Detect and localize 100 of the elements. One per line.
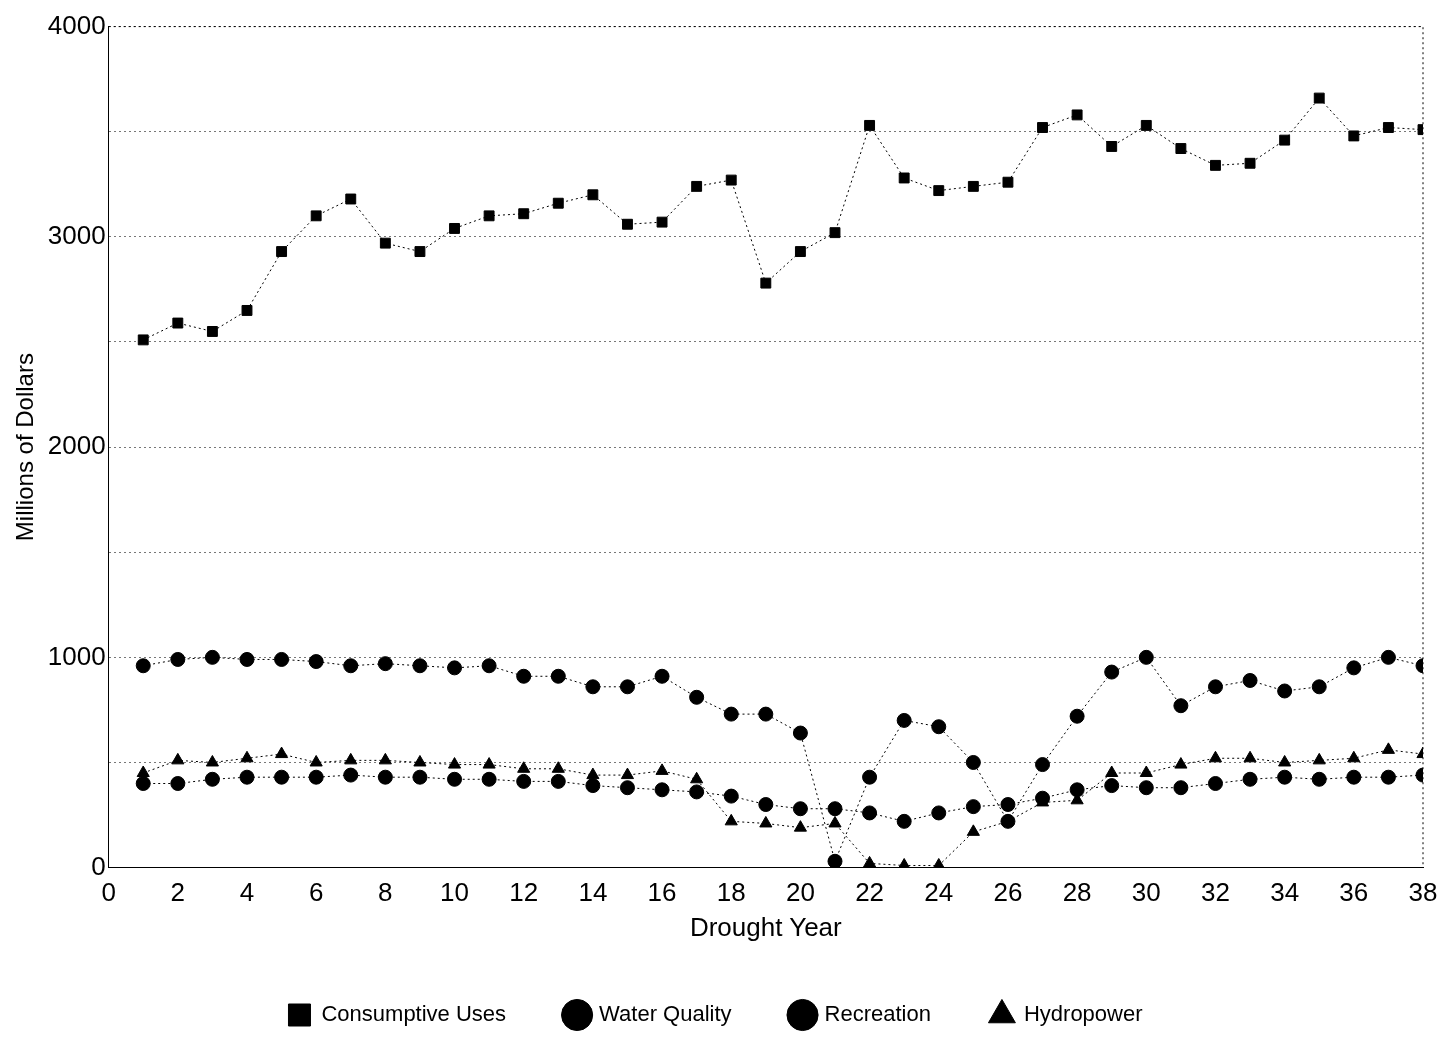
point	[1242, 672, 1258, 688]
point	[239, 651, 255, 667]
point	[310, 210, 322, 222]
point	[587, 189, 599, 201]
point	[654, 668, 670, 684]
y-axis-title: Millions of Dollars	[11, 353, 39, 542]
y-tick-label: 0	[91, 850, 106, 881]
point	[171, 752, 185, 765]
point	[1175, 143, 1187, 154]
point	[204, 649, 220, 665]
point	[412, 769, 428, 785]
point	[828, 815, 842, 828]
point	[1380, 769, 1396, 785]
point	[308, 654, 324, 670]
x-tick-label: 36	[1339, 877, 1369, 908]
point	[586, 767, 600, 780]
x-tick-label: 12	[509, 877, 539, 908]
point	[966, 824, 980, 836]
point	[274, 769, 290, 785]
x-tick-label: 28	[1062, 877, 1092, 908]
point	[308, 769, 324, 785]
point	[135, 776, 151, 791]
point	[1173, 698, 1189, 714]
point	[345, 193, 357, 205]
point	[1104, 778, 1120, 794]
point	[931, 805, 947, 821]
point	[620, 767, 635, 780]
point	[1140, 119, 1152, 131]
point	[483, 210, 495, 222]
point	[793, 820, 807, 832]
point	[550, 668, 566, 684]
x-tick-label: 4	[239, 877, 255, 908]
point	[516, 668, 532, 684]
point	[689, 689, 705, 705]
point	[1277, 683, 1293, 699]
point	[1210, 159, 1221, 171]
point	[725, 174, 737, 186]
point	[172, 317, 184, 329]
point	[343, 658, 359, 674]
point	[931, 719, 947, 735]
point	[447, 771, 463, 787]
point	[1139, 765, 1153, 777]
legend-label: Hydropower	[1023, 1001, 1143, 1027]
point	[1244, 157, 1256, 169]
y-tick-label: 1000	[47, 640, 106, 671]
point	[967, 180, 979, 192]
point	[619, 780, 635, 796]
point	[1207, 679, 1223, 695]
point	[827, 801, 843, 817]
point	[447, 660, 463, 676]
point	[1243, 750, 1257, 763]
point	[447, 757, 462, 769]
point	[1242, 771, 1258, 787]
x-tick-label: 8	[378, 877, 393, 908]
point	[518, 208, 530, 220]
point	[1347, 750, 1361, 763]
point	[550, 773, 566, 789]
x-tick-label: 38	[1408, 877, 1438, 908]
point	[1279, 134, 1291, 146]
point	[1138, 780, 1154, 796]
point	[552, 197, 564, 209]
point	[551, 761, 565, 773]
point	[1037, 122, 1048, 133]
point	[723, 788, 739, 804]
point	[481, 771, 497, 787]
point	[1138, 649, 1154, 665]
point	[760, 277, 772, 289]
point	[206, 326, 218, 337]
x-tick-label: 34	[1270, 877, 1300, 908]
point	[1380, 649, 1396, 665]
point	[516, 773, 532, 789]
point	[1346, 769, 1362, 785]
point	[1069, 708, 1085, 724]
x-tick-label: 22	[855, 877, 885, 908]
point	[862, 769, 878, 785]
point	[449, 222, 460, 234]
x-tick-label: 2	[170, 877, 186, 908]
x-tick-label: 14	[578, 877, 608, 908]
point	[1002, 176, 1014, 188]
point	[344, 752, 358, 765]
x-tick-label: 6	[308, 877, 324, 908]
point	[137, 334, 149, 346]
point	[1312, 752, 1326, 765]
point	[965, 799, 981, 815]
x-tick-label: 18	[716, 877, 746, 908]
point	[276, 246, 288, 258]
point	[1277, 769, 1293, 785]
point	[481, 658, 497, 674]
point	[933, 185, 945, 197]
point	[1311, 771, 1327, 787]
point	[378, 752, 392, 765]
point	[482, 757, 496, 769]
x-tick-label: 16	[647, 877, 677, 908]
x-tick-label: 10	[440, 877, 469, 908]
point	[792, 725, 808, 741]
point	[655, 763, 669, 775]
point	[863, 855, 877, 868]
point	[1207, 776, 1223, 791]
point	[1071, 109, 1083, 121]
x-tick-label: 32	[1201, 877, 1230, 908]
